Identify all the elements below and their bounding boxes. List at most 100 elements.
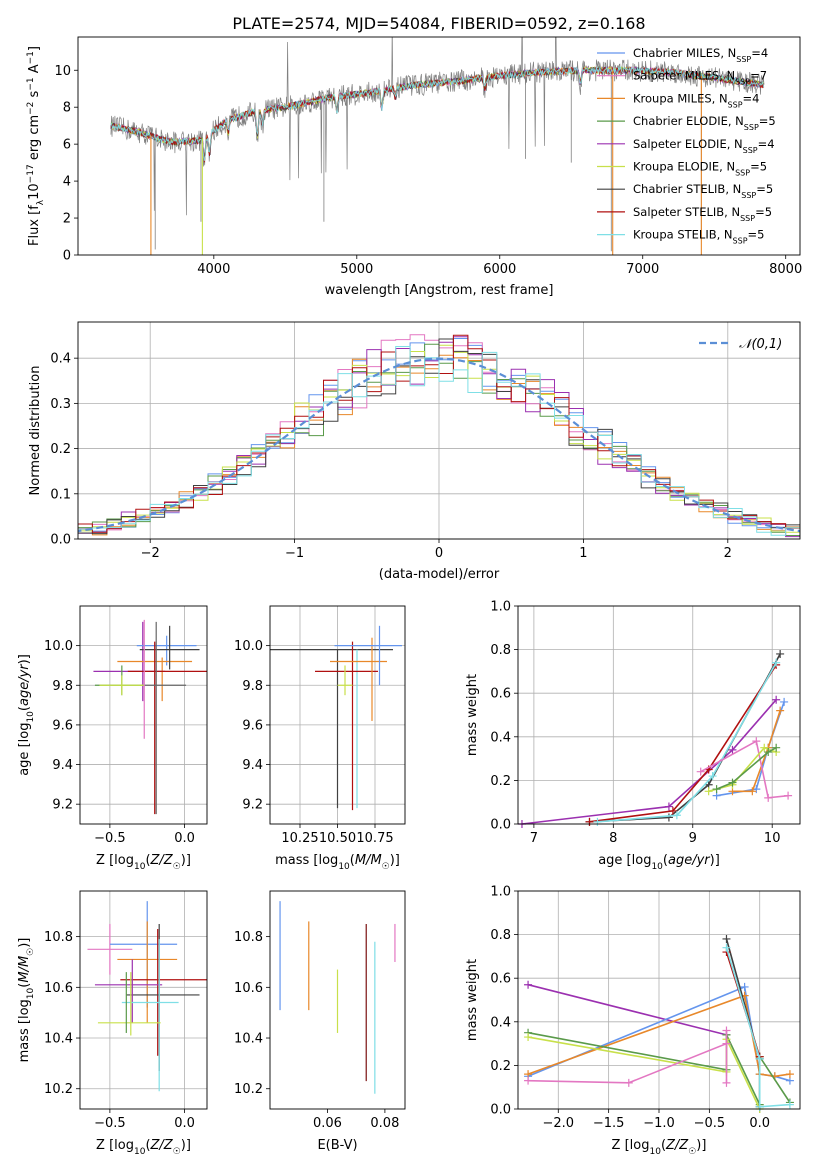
errorbar-points: [270, 625, 402, 811]
y-tick-label: 9.4: [52, 758, 73, 773]
data-point: [772, 743, 781, 752]
data-point: [524, 980, 533, 989]
y-tick-label: 0.8: [490, 643, 511, 658]
series-line: [716, 746, 777, 790]
data-point: [722, 1039, 731, 1048]
panel-mass-vs-ebv: 0.06 0.08 10.2 10.4 10.6 10.8 E(B-V): [234, 890, 406, 1153]
data-point: [624, 1078, 633, 1087]
mass-weight-line: [524, 1026, 731, 1087]
errorbar-points: [93, 619, 207, 815]
legend-entry: Chabrier MILES, NSSP=4: [633, 46, 768, 64]
x-axis-label: mass [log10(M/M☉)]: [275, 853, 400, 872]
x-axis-label: age [log10(age/yr)]: [598, 853, 720, 872]
data-point: [784, 791, 793, 800]
x-tick-label: −1.0: [643, 1116, 675, 1131]
mass-weight-line: [712, 697, 789, 800]
data-point: [760, 743, 769, 752]
data-point: [764, 793, 773, 802]
y-tick-label: 2: [63, 212, 71, 227]
mass-weight-line: [722, 943, 794, 1111]
data-point: [728, 778, 737, 787]
y-tick-label: 0.0: [490, 818, 511, 833]
y-tick-label: 0.2: [490, 1059, 511, 1074]
legend-entry: Kroupa ELODIE, NSSP=5: [633, 160, 767, 178]
y-tick-label: 0.4: [490, 1015, 511, 1030]
errorbar-point: [315, 641, 378, 811]
x-tick-label: −0.5: [94, 1116, 126, 1131]
y-tick-label: 0.4: [490, 730, 511, 745]
data-point: [696, 767, 705, 776]
x-tick-label: 2: [724, 546, 732, 561]
errorbar-point: [117, 921, 178, 1023]
panel-age-vs-mass: 10.25 10.50 10.75 9.2 9.4 9.6 9.8 10.0 mass [log…: [234, 605, 406, 872]
series-line: [527, 1031, 791, 1105]
x-tick-label: 0.0: [174, 1116, 195, 1131]
data-point: [524, 1076, 533, 1085]
panel-mass-vs-Z: −0.5 0.0 10.2 10.4 10.6 10.8 Z [log10(Z/Z☉)] ma…: [17, 890, 208, 1157]
y-tick-label: 0.1: [50, 487, 71, 502]
data-point: [668, 806, 677, 815]
series-line: [527, 1036, 761, 1110]
y-tick-label: 10.0: [234, 639, 263, 654]
y-tick-label: 10.8: [44, 930, 73, 945]
data-point: [524, 1033, 533, 1042]
mass-weight-line: [696, 737, 793, 802]
x-tick-label: −2.0: [542, 1116, 574, 1131]
y-tick-label: 0.8: [490, 928, 511, 943]
y-tick-label: 0.6: [490, 972, 511, 987]
x-tick-label: 8000: [769, 262, 802, 277]
data-point: [772, 658, 781, 667]
errorbar-point: [136, 635, 197, 666]
data-point: [664, 802, 673, 811]
errorbar-points: [87, 901, 207, 1092]
errorbar-point: [126, 923, 200, 1071]
y-tick-label: 10.8: [234, 930, 263, 945]
x-tick-label: −0.5: [94, 831, 126, 846]
series-line: [732, 710, 781, 793]
x-tick-label: 8: [609, 831, 617, 846]
y-tick-label: 0.6: [490, 687, 511, 702]
axes-frame: [79, 890, 208, 1110]
y-tick-label: 4: [63, 175, 71, 190]
data-point: [755, 1102, 764, 1111]
axes-frame: [269, 605, 406, 825]
data-point: [664, 813, 673, 822]
series-line: [521, 699, 777, 825]
data-point: [722, 934, 731, 943]
axes-frame: [517, 890, 801, 1110]
data-point: [785, 1070, 794, 1079]
y-axis-label: mass weight: [465, 674, 480, 756]
x-tick-label: 10: [764, 831, 781, 846]
legend-entry: Salpeter MILES, NSSP=7: [633, 69, 767, 87]
panel-age-vs-Z: −0.5 0.0 9.2 9.4 9.6 9.8 10.0 Z [log10(Z/Z☉)] ag…: [17, 605, 208, 872]
errorbar-point: [334, 625, 402, 686]
y-tick-label: 10.2: [234, 1082, 263, 1097]
y-tick-label: 9.4: [242, 758, 263, 773]
y-tick-label: 9.8: [52, 679, 73, 694]
errorbar-point: [94, 959, 163, 1023]
x-tick-label: 0.0: [174, 831, 195, 846]
errorbar-point: [127, 641, 207, 815]
series-line: [725, 947, 790, 1108]
errorbar-point: [337, 665, 353, 696]
errorbar-point: [144, 621, 187, 815]
x-tick-label: −0.5: [694, 1116, 726, 1131]
axes-frame: [269, 890, 406, 1110]
x-axis-label: E(B-V): [317, 1138, 357, 1153]
x-axis-label: Z [log10(Z/Z☉)]: [96, 853, 191, 872]
mass-weight-line: [517, 695, 781, 828]
mass-weight-line: [524, 980, 731, 1039]
mass-weight-line: [593, 658, 781, 826]
x-tick-label: 0.0: [749, 1116, 770, 1131]
legend-entry: Chabrier STELIB, NSSP=5: [633, 182, 773, 200]
y-tick-label: 9.2: [52, 798, 73, 813]
x-tick-label: 5000: [340, 262, 373, 277]
data-point: [785, 1100, 794, 1109]
x-tick-label: 10.75: [356, 831, 393, 846]
data-point: [728, 745, 737, 754]
data-point: [776, 649, 785, 658]
data-point: [740, 982, 749, 991]
axes-frame: [79, 605, 208, 825]
